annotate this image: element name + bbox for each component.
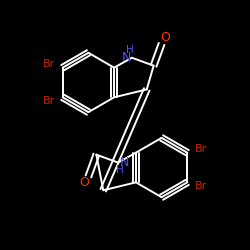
Text: H: H <box>126 45 134 55</box>
Text: Br: Br <box>195 181 207 191</box>
Text: N: N <box>121 51 131 64</box>
Text: Br: Br <box>195 144 207 154</box>
Text: H: H <box>116 166 124 175</box>
Text: O: O <box>160 32 170 44</box>
Text: O: O <box>80 176 90 189</box>
Text: Br: Br <box>43 96 55 106</box>
Text: N: N <box>119 156 129 169</box>
Text: Br: Br <box>43 59 55 69</box>
